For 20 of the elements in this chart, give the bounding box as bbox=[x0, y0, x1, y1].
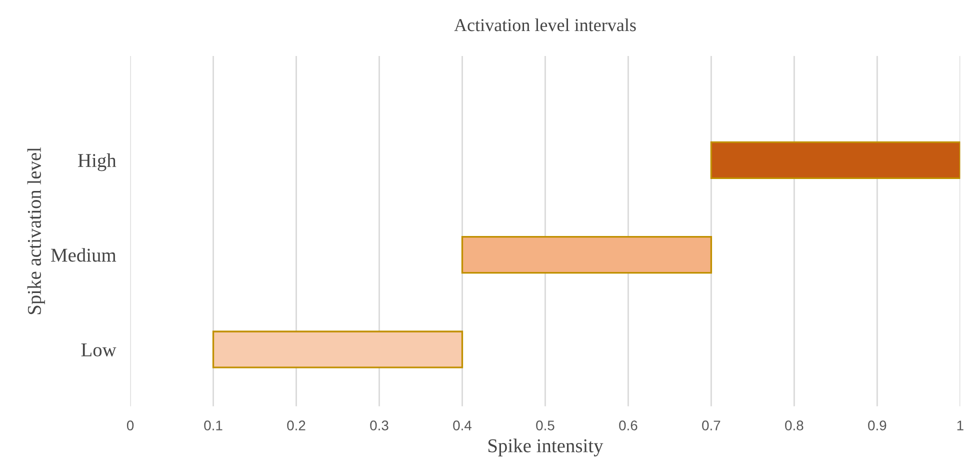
y-axis-title: Spike activation level bbox=[27, 147, 45, 314]
y-tick-label: High bbox=[78, 153, 116, 172]
x-tick-label: 0 bbox=[126, 420, 134, 430]
bar bbox=[461, 236, 712, 274]
x-tick-label: 0.8 bbox=[785, 420, 804, 430]
x-axis-title: Spike intensity bbox=[488, 438, 604, 456]
chart-title: Activation level intervals bbox=[454, 18, 636, 32]
x-tick-label: 0.9 bbox=[868, 420, 886, 430]
bar bbox=[710, 141, 960, 179]
y-tick-label: Low bbox=[81, 344, 116, 356]
x-tick-label: 0.1 bbox=[204, 420, 222, 430]
x-tick-label: 0.2 bbox=[287, 420, 306, 430]
bar bbox=[212, 330, 464, 368]
x-tick-label: 0.5 bbox=[536, 420, 554, 430]
x-tick-label: 0.4 bbox=[453, 420, 472, 430]
y-tick-label: Medium bbox=[51, 248, 116, 262]
x-tick-label: 1 bbox=[957, 420, 964, 430]
x-tick-label: 0.7 bbox=[702, 420, 720, 430]
x-tick-label: 0.3 bbox=[370, 420, 388, 430]
x-tick-label: 0.6 bbox=[619, 420, 638, 430]
